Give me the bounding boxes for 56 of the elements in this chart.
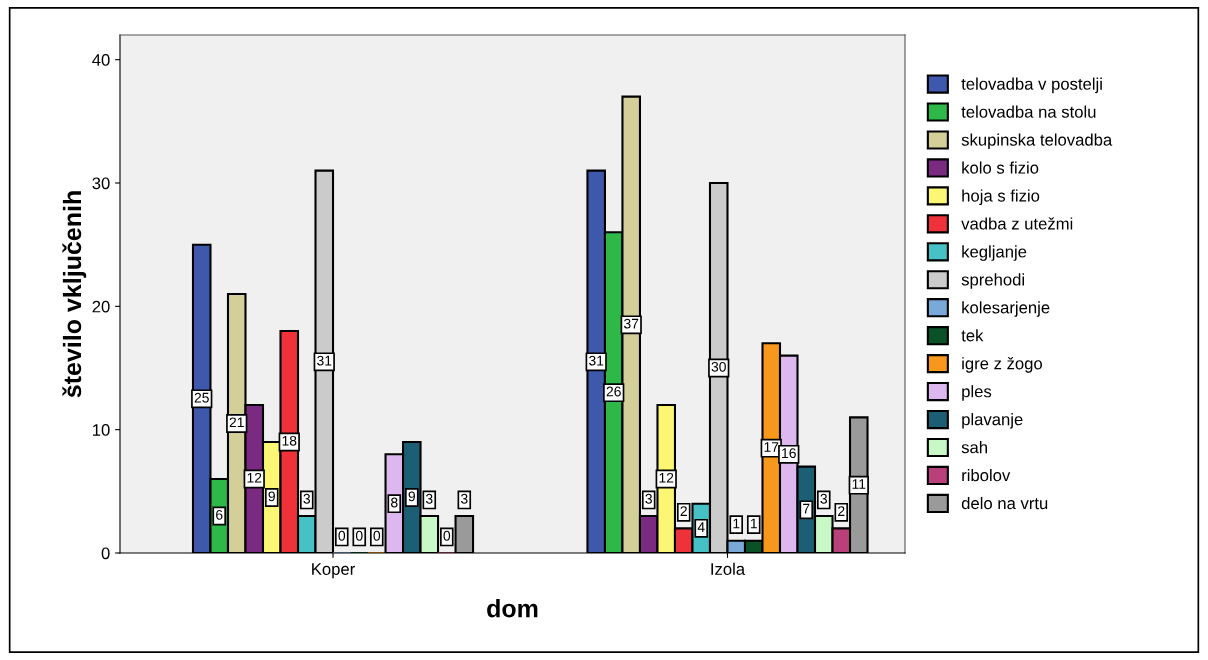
legend-label: sprehodi <box>961 273 1024 289</box>
data-label: 0 <box>373 530 381 541</box>
legend-label: vadba z utežmi <box>961 217 1073 230</box>
data-label: 3 <box>460 493 468 504</box>
data-label: 12 <box>659 472 674 483</box>
data-label: 8 <box>391 497 398 508</box>
data-label: 0 <box>355 530 363 541</box>
x-axis-title: dom <box>487 599 538 618</box>
legend-label: telovadba v postelji <box>961 77 1102 94</box>
legend-label: tek <box>961 329 984 342</box>
data-label: 4 <box>697 522 705 532</box>
y-axis-title: število vključenih <box>62 191 87 398</box>
data-label: 2 <box>838 506 845 516</box>
y-tick-label: 40 <box>92 54 110 66</box>
data-label: 9 <box>268 491 275 502</box>
data-label: 1 <box>733 518 740 529</box>
legend-label: igre z žogo <box>962 357 1043 373</box>
data-label: 11 <box>852 479 866 489</box>
data-label: 1 <box>750 518 757 529</box>
data-label: 7 <box>803 503 810 514</box>
x-tick-label: Koper <box>312 563 355 579</box>
y-tick-label: 0 <box>101 547 110 560</box>
legend-label: kegljanje <box>962 245 1027 261</box>
data-label: 25 <box>194 392 209 403</box>
legend-label: plavanje <box>962 413 1023 429</box>
data-label: 0 <box>443 530 451 541</box>
data-label: 3 <box>645 493 652 504</box>
legend-label: delo na vrtu <box>961 496 1048 510</box>
y-tick-label: 20 <box>92 300 110 313</box>
data-label: 9 <box>408 491 415 502</box>
legend-label: kolesarjenje <box>962 301 1050 317</box>
data-label: 3 <box>425 493 433 504</box>
data-label: 2 <box>680 506 687 516</box>
legend-label: hoja s fizio <box>962 189 1040 205</box>
data-label: 6 <box>216 509 223 520</box>
legend-label: kolo s fizio <box>962 161 1039 174</box>
data-label: 31 <box>317 355 332 366</box>
y-tick-label: 10 <box>93 424 110 436</box>
legend-label: sah <box>961 441 987 454</box>
data-label: 37 <box>624 318 639 329</box>
data-label: 3 <box>820 493 828 504</box>
legend-label: ribolov <box>962 469 1011 482</box>
legend-label: ples <box>962 385 992 401</box>
data-label: 12 <box>247 472 262 483</box>
data-label: 21 <box>229 417 244 428</box>
data-label: 26 <box>606 386 621 397</box>
x-tick-label: Izola <box>711 562 746 575</box>
data-label: 31 <box>589 355 604 366</box>
legend-label: telovadba na stolu <box>961 105 1096 118</box>
y-tick-label: 30 <box>92 177 110 190</box>
data-label: 30 <box>711 361 726 372</box>
data-label: 3 <box>303 493 311 504</box>
data-label: 0 <box>338 530 346 541</box>
data-label: 18 <box>282 435 297 446</box>
legend-label: skupinska telovadba <box>961 133 1113 150</box>
data-label: 16 <box>782 448 796 459</box>
